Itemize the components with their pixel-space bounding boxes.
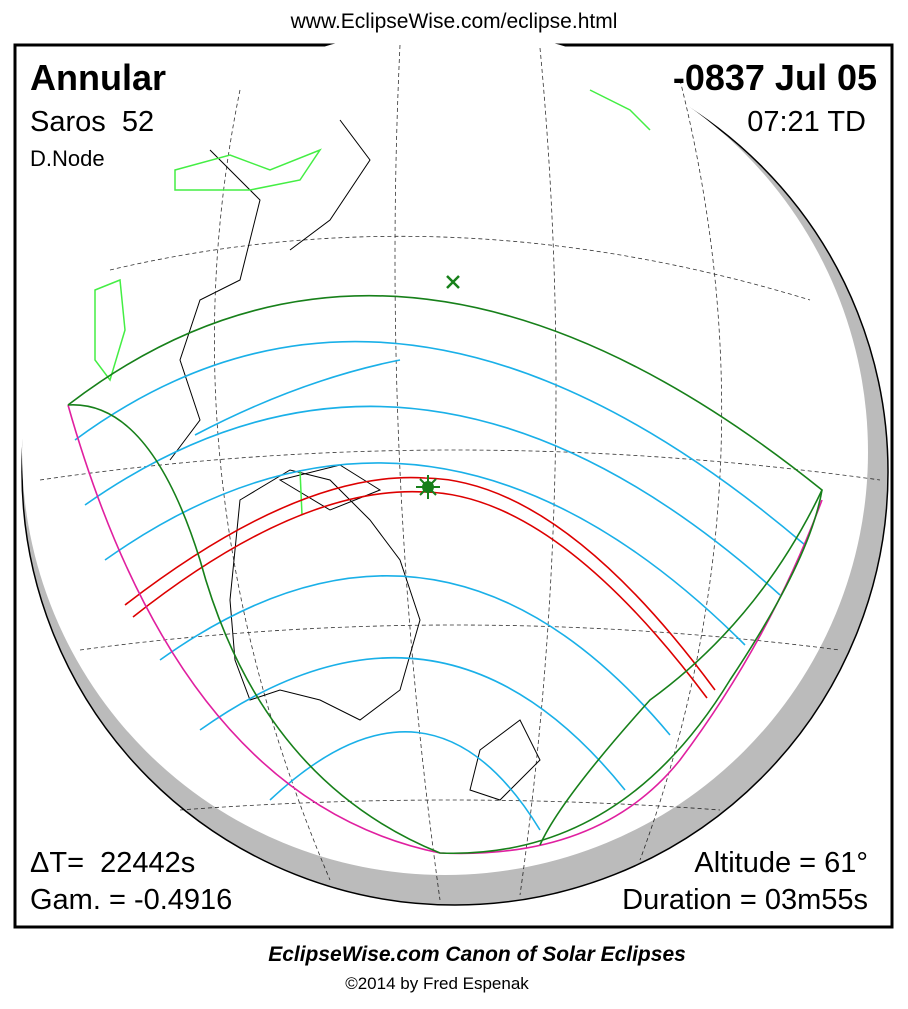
globe	[21, 29, 889, 906]
node: D.Node	[30, 146, 105, 171]
delta-t: ΔT= 22442s	[30, 847, 195, 879]
url: www.EclipseWise.com/eclipse.html	[290, 10, 618, 33]
gamma: Gam. = -0.4916	[30, 884, 232, 916]
duration: Duration = 03m55s	[622, 884, 868, 916]
eclipse-type: Annular	[30, 57, 166, 98]
altitude: Altitude = 61°	[694, 847, 868, 879]
saros: Saros 52	[30, 106, 154, 138]
date: -0837 Jul 05	[673, 57, 877, 98]
footer-title: EclipseWise.com Canon of Solar Eclipses	[268, 943, 686, 966]
time: 07:21 TD	[747, 106, 866, 138]
copyright: ©2014 by Fred Espenak	[345, 974, 529, 993]
